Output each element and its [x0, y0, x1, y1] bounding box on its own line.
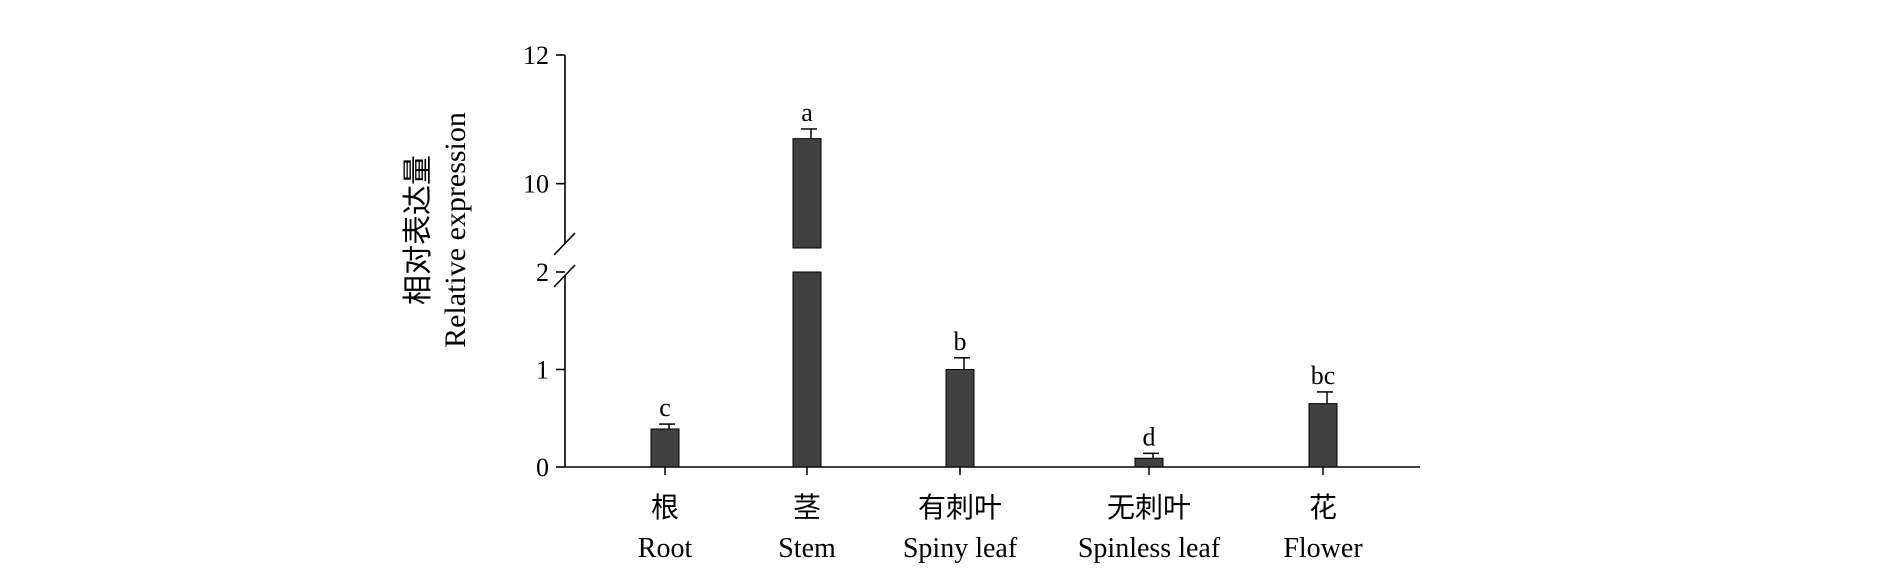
bar-stem-upper — [792, 138, 822, 249]
y-tick-10-label: 10 — [523, 170, 549, 199]
bars: c a b d bc — [650, 98, 1338, 468]
bar-root — [650, 428, 680, 468]
x-tick-label-en-4: Flower — [1283, 533, 1363, 564]
y-axis-label: 相对表达量 Relative expression — [402, 112, 472, 348]
bar-spiny-leaf — [945, 369, 975, 468]
x-tick-label-cn-4: 花 — [1309, 492, 1337, 524]
y-tick-2-label: 2 — [536, 258, 549, 287]
bar-spinless-leaf — [1134, 457, 1164, 468]
y-tick-0-label: 0 — [536, 453, 549, 482]
significance-label-3: d — [1143, 422, 1156, 451]
axes — [553, 55, 1420, 468]
bar-flower — [1308, 403, 1338, 468]
x-tick-label-cn-3: 无刺叶 — [1107, 492, 1191, 524]
y-tick-1-label: 1 — [536, 356, 549, 385]
y-axis-label-cn: 相对表达量 — [402, 155, 435, 305]
x-tick-label-cn-2: 有刺叶 — [918, 492, 1002, 524]
axis-break-mark-lower — [553, 264, 576, 288]
x-tick-labels: 根 Root 茎 Stem 有刺叶 Spiny leaf 无刺叶 Spinless leaf 花… — [638, 467, 1363, 564]
x-tick-label-en-0: Root — [638, 533, 693, 564]
x-tick-label-cn-1: 茎 — [793, 492, 821, 524]
y-axis-label-en: Relative expression — [439, 112, 472, 348]
significance-label-1: a — [801, 98, 813, 127]
x-tick-label-en-1: Stem — [778, 533, 836, 564]
x-tick-label-en-2: Spiny leaf — [903, 533, 1018, 564]
y-tick-12-label: 12 — [523, 41, 549, 70]
significance-label-2: b — [954, 327, 967, 356]
significance-label-4: bc — [1311, 361, 1336, 390]
axis-break-mark-upper — [553, 232, 576, 256]
bar-stem-lower — [792, 271, 822, 468]
significance-label-0: c — [659, 393, 671, 422]
x-tick-label-en-3: Spinless leaf — [1078, 533, 1221, 564]
x-tick-label-cn-0: 根 — [651, 492, 679, 524]
